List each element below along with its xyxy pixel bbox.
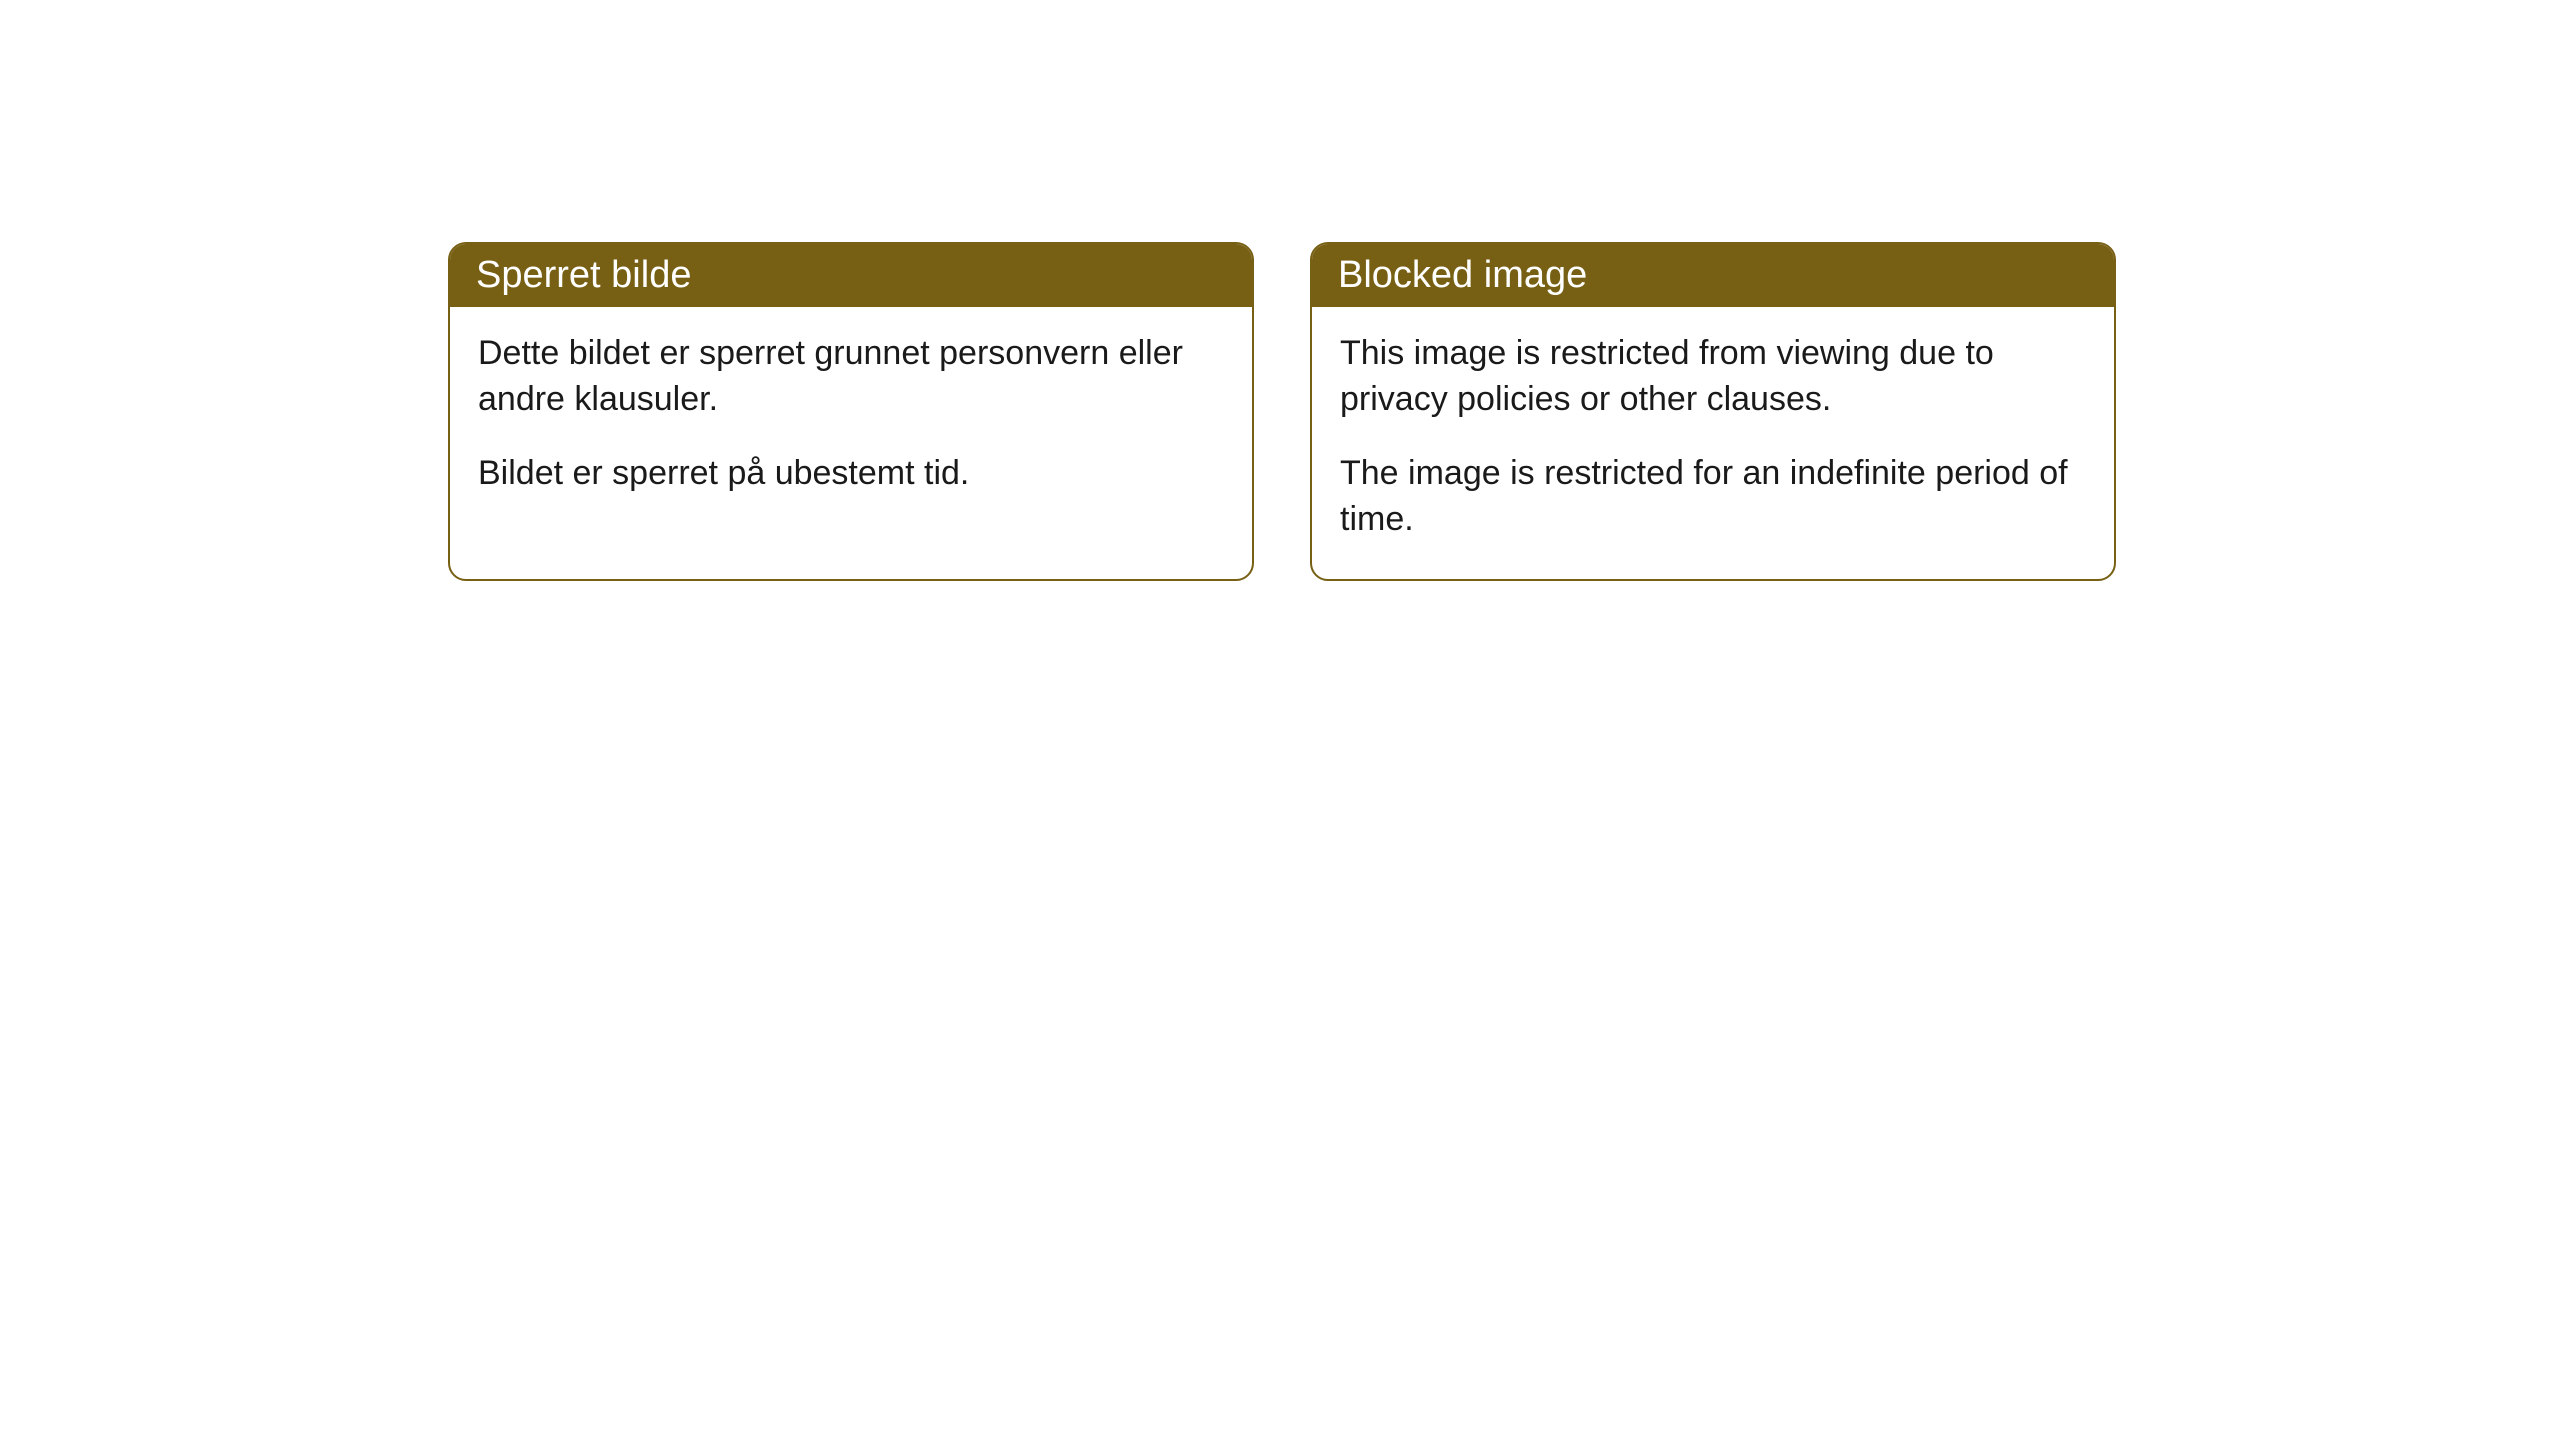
card-paragraph: The image is restricted for an indefinit… [1340,451,2086,543]
card-title: Blocked image [1338,254,1587,296]
notice-cards-container: Sperret bilde Dette bildet er sperret gr… [448,242,2116,581]
card-paragraph: Bildet er sperret på ubestemt tid. [478,451,1224,497]
blocked-image-card-en: Blocked image This image is restricted f… [1310,242,2116,581]
card-title: Sperret bilde [476,254,691,296]
blocked-image-card-no: Sperret bilde Dette bildet er sperret gr… [448,242,1254,581]
card-paragraph: Dette bildet er sperret grunnet personve… [478,331,1224,423]
card-header: Blocked image [1312,244,2114,307]
card-paragraph: This image is restricted from viewing du… [1340,331,2086,423]
card-header: Sperret bilde [450,244,1252,307]
card-body: This image is restricted from viewing du… [1312,307,2114,579]
card-body: Dette bildet er sperret grunnet personve… [450,307,1252,533]
